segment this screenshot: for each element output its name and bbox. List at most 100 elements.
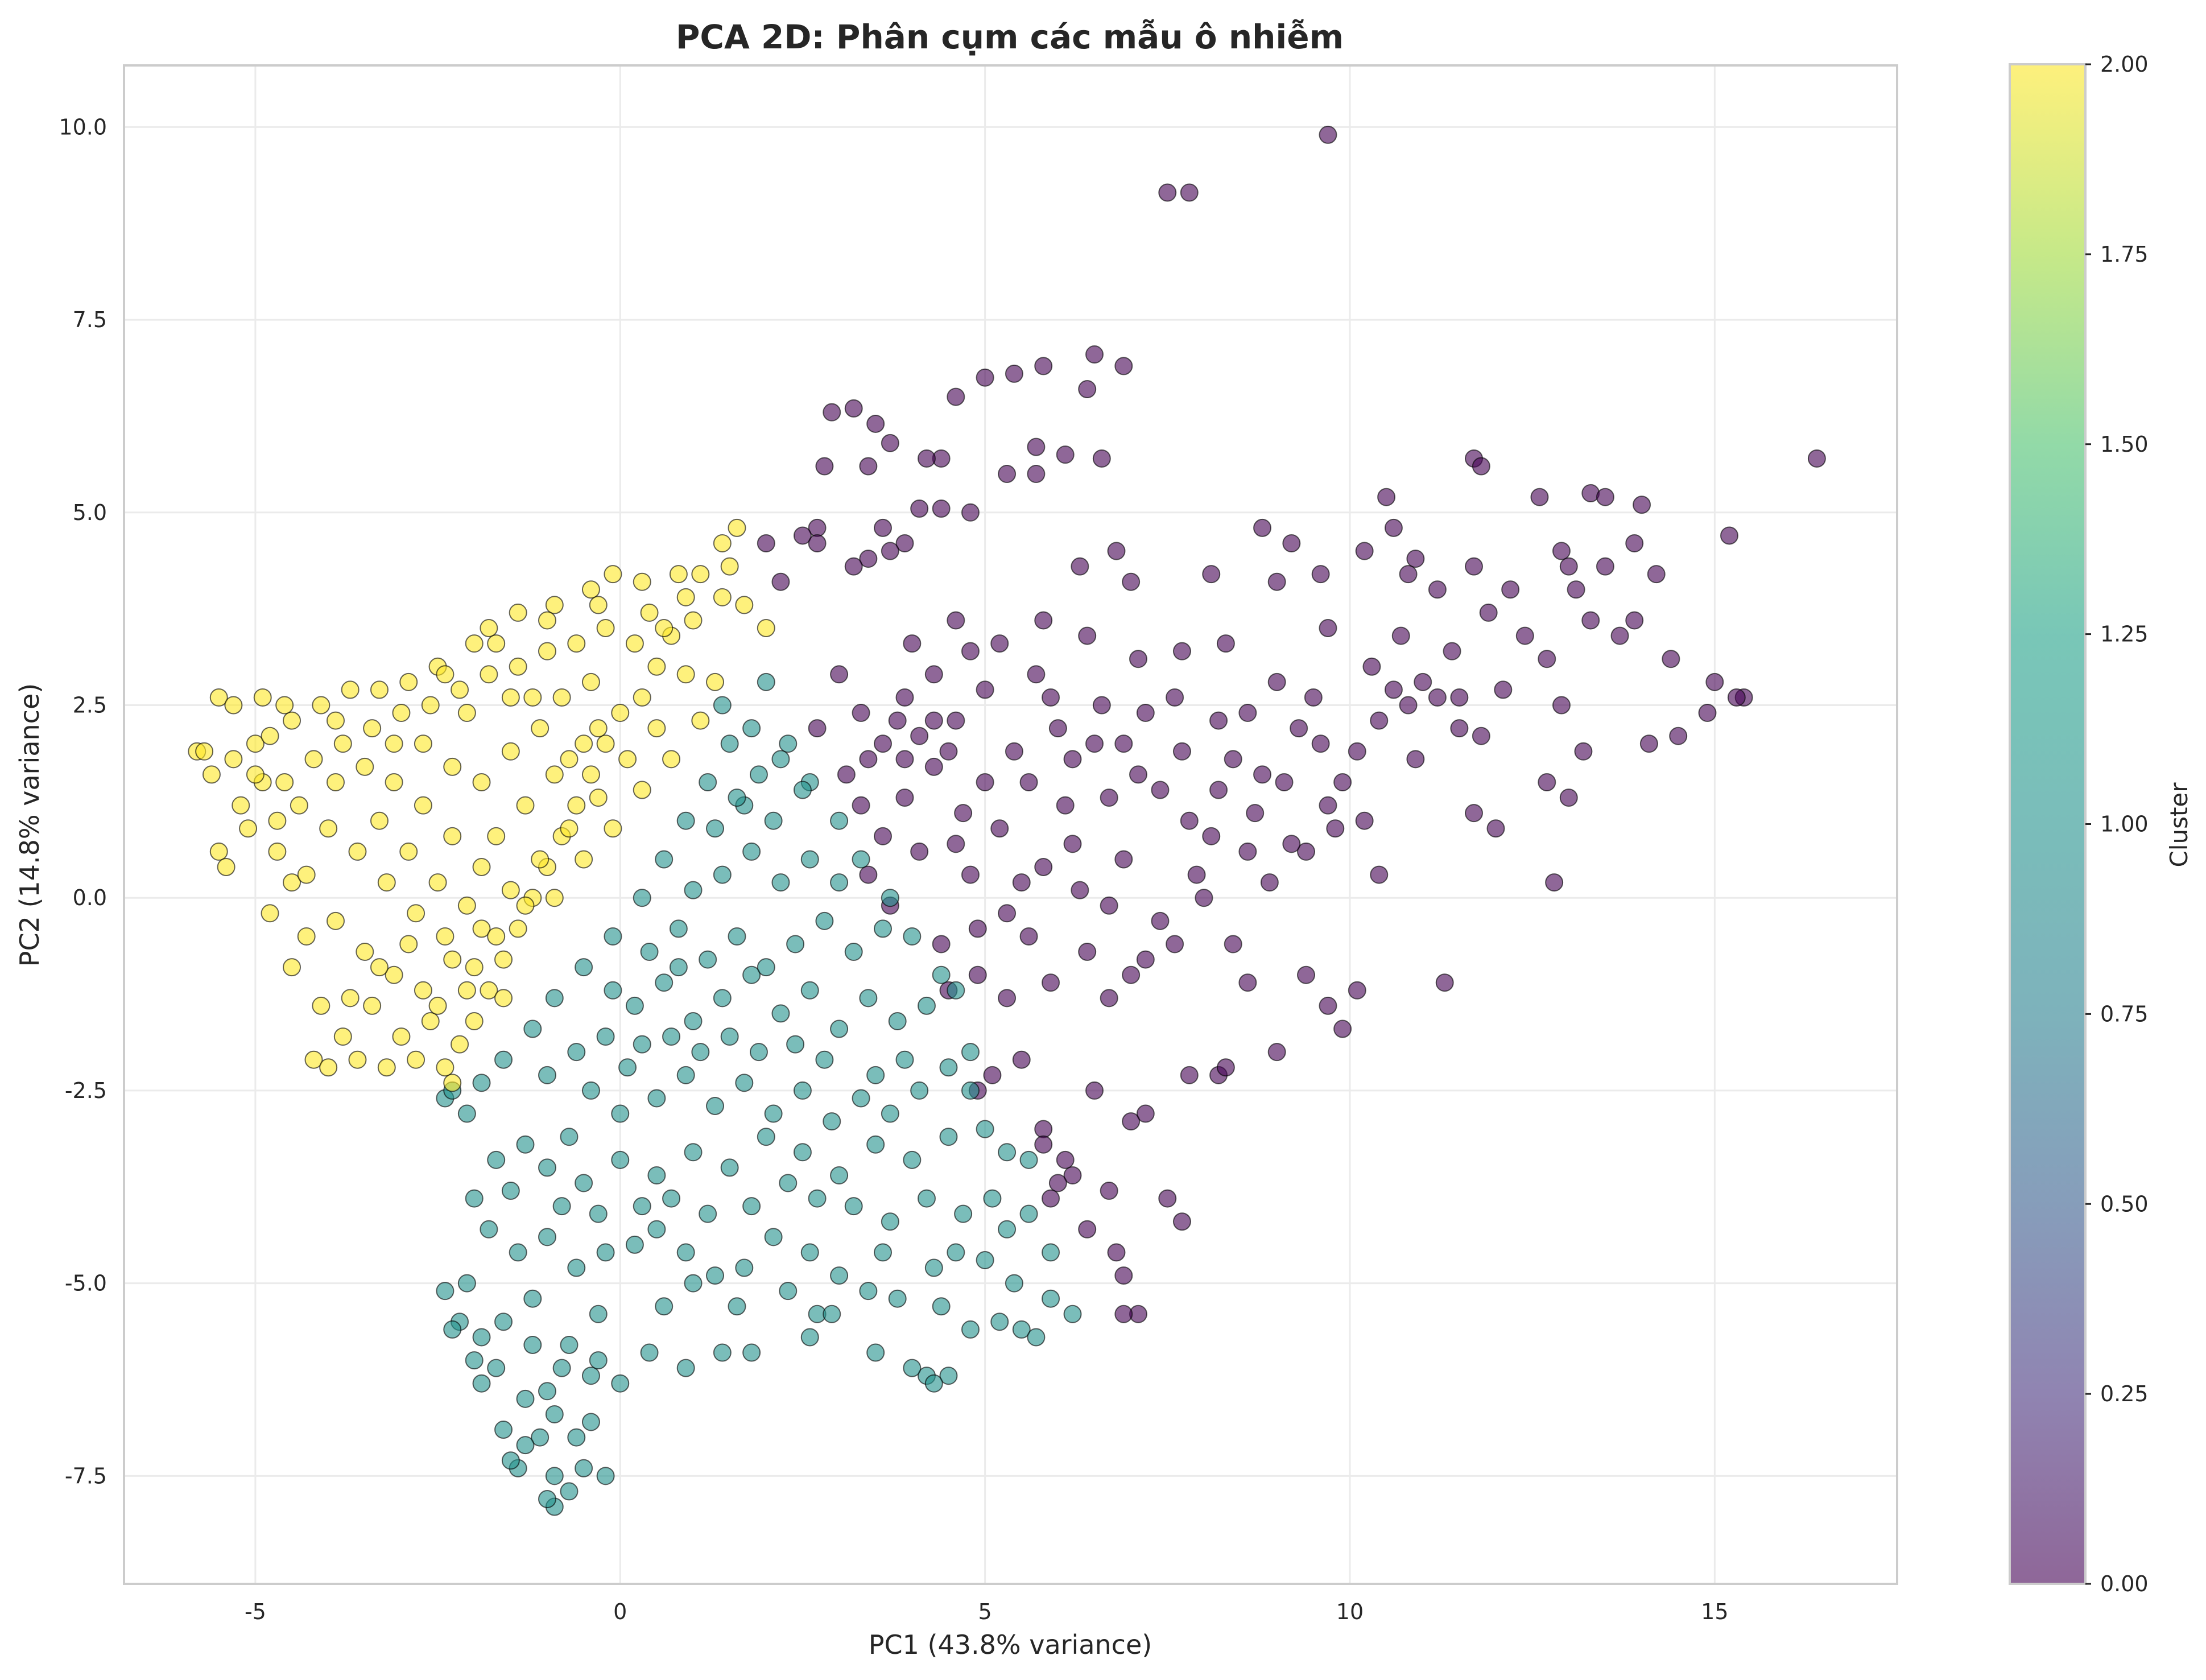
data-point-cluster-2 xyxy=(275,773,294,791)
data-point-cluster-1 xyxy=(706,1266,724,1285)
data-point-cluster-2 xyxy=(414,734,432,753)
data-point-cluster-2 xyxy=(436,665,455,684)
data-point-cluster-2 xyxy=(575,850,593,869)
data-point-cluster-2 xyxy=(451,680,469,699)
data-point-cluster-1 xyxy=(655,1297,674,1316)
data-point-cluster-0 xyxy=(1370,865,1389,884)
data-point-cluster-0 xyxy=(1538,650,1556,668)
data-point-cluster-2 xyxy=(261,727,279,745)
data-point-cluster-1 xyxy=(742,1197,761,1216)
data-point-cluster-0 xyxy=(1129,650,1147,668)
data-point-cluster-1 xyxy=(830,811,849,830)
data-point-cluster-0 xyxy=(1085,1081,1104,1100)
data-point-cluster-1 xyxy=(764,1228,783,1246)
data-point-cluster-1 xyxy=(844,1197,863,1216)
data-point-cluster-1 xyxy=(713,696,732,715)
data-point-cluster-2 xyxy=(596,734,615,753)
data-point-cluster-1 xyxy=(815,911,834,930)
data-point-cluster-2 xyxy=(224,696,243,715)
data-point-cluster-1 xyxy=(581,1081,600,1100)
data-point-cluster-1 xyxy=(531,1428,550,1447)
data-point-cluster-2 xyxy=(457,704,476,723)
data-point-cluster-1 xyxy=(757,958,775,977)
data-point-cluster-0 xyxy=(1122,1112,1141,1131)
data-point-cluster-0 xyxy=(1486,819,1505,838)
data-point-cluster-1 xyxy=(494,1312,513,1331)
data-point-cluster-1 xyxy=(728,927,746,946)
data-point-cluster-0 xyxy=(1720,526,1738,545)
data-point-cluster-0 xyxy=(1180,811,1199,830)
grid-lines xyxy=(124,65,1897,1584)
data-point-cluster-0 xyxy=(1282,835,1301,853)
data-point-cluster-1 xyxy=(699,1204,717,1223)
data-point-cluster-1 xyxy=(917,1189,936,1208)
data-point-cluster-0 xyxy=(961,642,980,661)
data-point-cluster-0 xyxy=(844,557,863,576)
data-point-cluster-1 xyxy=(947,1243,965,1262)
data-point-cluster-1 xyxy=(998,1143,1017,1162)
data-point-cluster-0 xyxy=(1581,611,1600,630)
data-point-cluster-1 xyxy=(494,1421,513,1439)
data-point-cluster-1 xyxy=(786,1035,805,1054)
y-axis-label: PC2 (14.8% variance) xyxy=(14,683,45,967)
data-point-cluster-1 xyxy=(866,1343,885,1362)
data-point-cluster-2 xyxy=(560,750,579,769)
data-point-cluster-1 xyxy=(742,965,761,984)
data-point-cluster-2 xyxy=(691,565,710,584)
data-point-cluster-2 xyxy=(341,989,360,1008)
y-tick-label: 2.5 xyxy=(73,693,107,718)
data-point-cluster-2 xyxy=(443,827,462,845)
data-point-cluster-0 xyxy=(1625,611,1644,630)
data-point-cluster-0 xyxy=(1807,449,1826,468)
data-point-cluster-1 xyxy=(676,1243,695,1262)
colorbar-tick-label: 1.00 xyxy=(2100,812,2149,837)
data-point-cluster-2 xyxy=(676,588,695,606)
x-axis-ticks: -5 0 5 10 15 xyxy=(245,1599,1729,1624)
data-point-cluster-1 xyxy=(983,1189,1002,1208)
data-point-cluster-2 xyxy=(363,996,382,1015)
data-point-cluster-0 xyxy=(1662,650,1680,668)
data-point-cluster-0 xyxy=(1567,580,1585,599)
data-point-cluster-2 xyxy=(304,750,323,769)
data-point-cluster-0 xyxy=(793,526,812,545)
data-point-cluster-1 xyxy=(655,973,674,992)
data-point-cluster-2 xyxy=(348,842,367,861)
data-point-cluster-0 xyxy=(1384,518,1403,537)
data-point-cluster-1 xyxy=(516,1436,535,1455)
data-point-cluster-0 xyxy=(1297,842,1315,861)
data-point-cluster-0 xyxy=(998,989,1017,1008)
data-point-cluster-0 xyxy=(1319,125,1337,144)
data-point-cluster-0 xyxy=(910,727,929,745)
colorbar-ticks: 0.00 0.25 0.50 0.75 1.00 1.25 1.50 1.75 2.00 xyxy=(2085,52,2149,1596)
data-point-cluster-2 xyxy=(224,750,243,769)
data-point-cluster-0 xyxy=(852,796,870,815)
data-point-cluster-2 xyxy=(312,996,331,1015)
data-point-cluster-0 xyxy=(1085,734,1104,753)
data-point-cluster-0 xyxy=(1100,896,1118,915)
data-point-cluster-2 xyxy=(480,619,498,638)
data-point-cluster-0 xyxy=(939,742,958,761)
data-point-cluster-0 xyxy=(1180,183,1199,202)
data-point-cluster-1 xyxy=(1042,1243,1060,1262)
data-point-cluster-2 xyxy=(319,1058,338,1077)
data-point-cluster-1 xyxy=(640,943,659,961)
data-point-cluster-2 xyxy=(618,750,637,769)
data-point-cluster-1 xyxy=(924,1374,943,1393)
data-point-cluster-0 xyxy=(815,457,834,476)
data-point-cluster-0 xyxy=(837,765,856,784)
data-point-cluster-0 xyxy=(1238,704,1257,723)
data-point-cluster-1 xyxy=(699,950,717,969)
data-point-cluster-1 xyxy=(552,1359,571,1377)
data-point-cluster-1 xyxy=(684,1012,703,1030)
data-point-cluster-0 xyxy=(961,503,980,522)
data-point-cluster-0 xyxy=(1122,572,1141,591)
data-point-cluster-1 xyxy=(567,1043,586,1062)
data-point-cluster-2 xyxy=(209,842,228,861)
data-point-cluster-2 xyxy=(246,734,265,753)
data-point-cluster-1 xyxy=(1005,1274,1023,1293)
data-point-cluster-0 xyxy=(1727,688,1746,707)
data-point-cluster-0 xyxy=(924,665,943,684)
data-point-cluster-0 xyxy=(1209,781,1228,799)
data-point-cluster-2 xyxy=(202,765,221,784)
